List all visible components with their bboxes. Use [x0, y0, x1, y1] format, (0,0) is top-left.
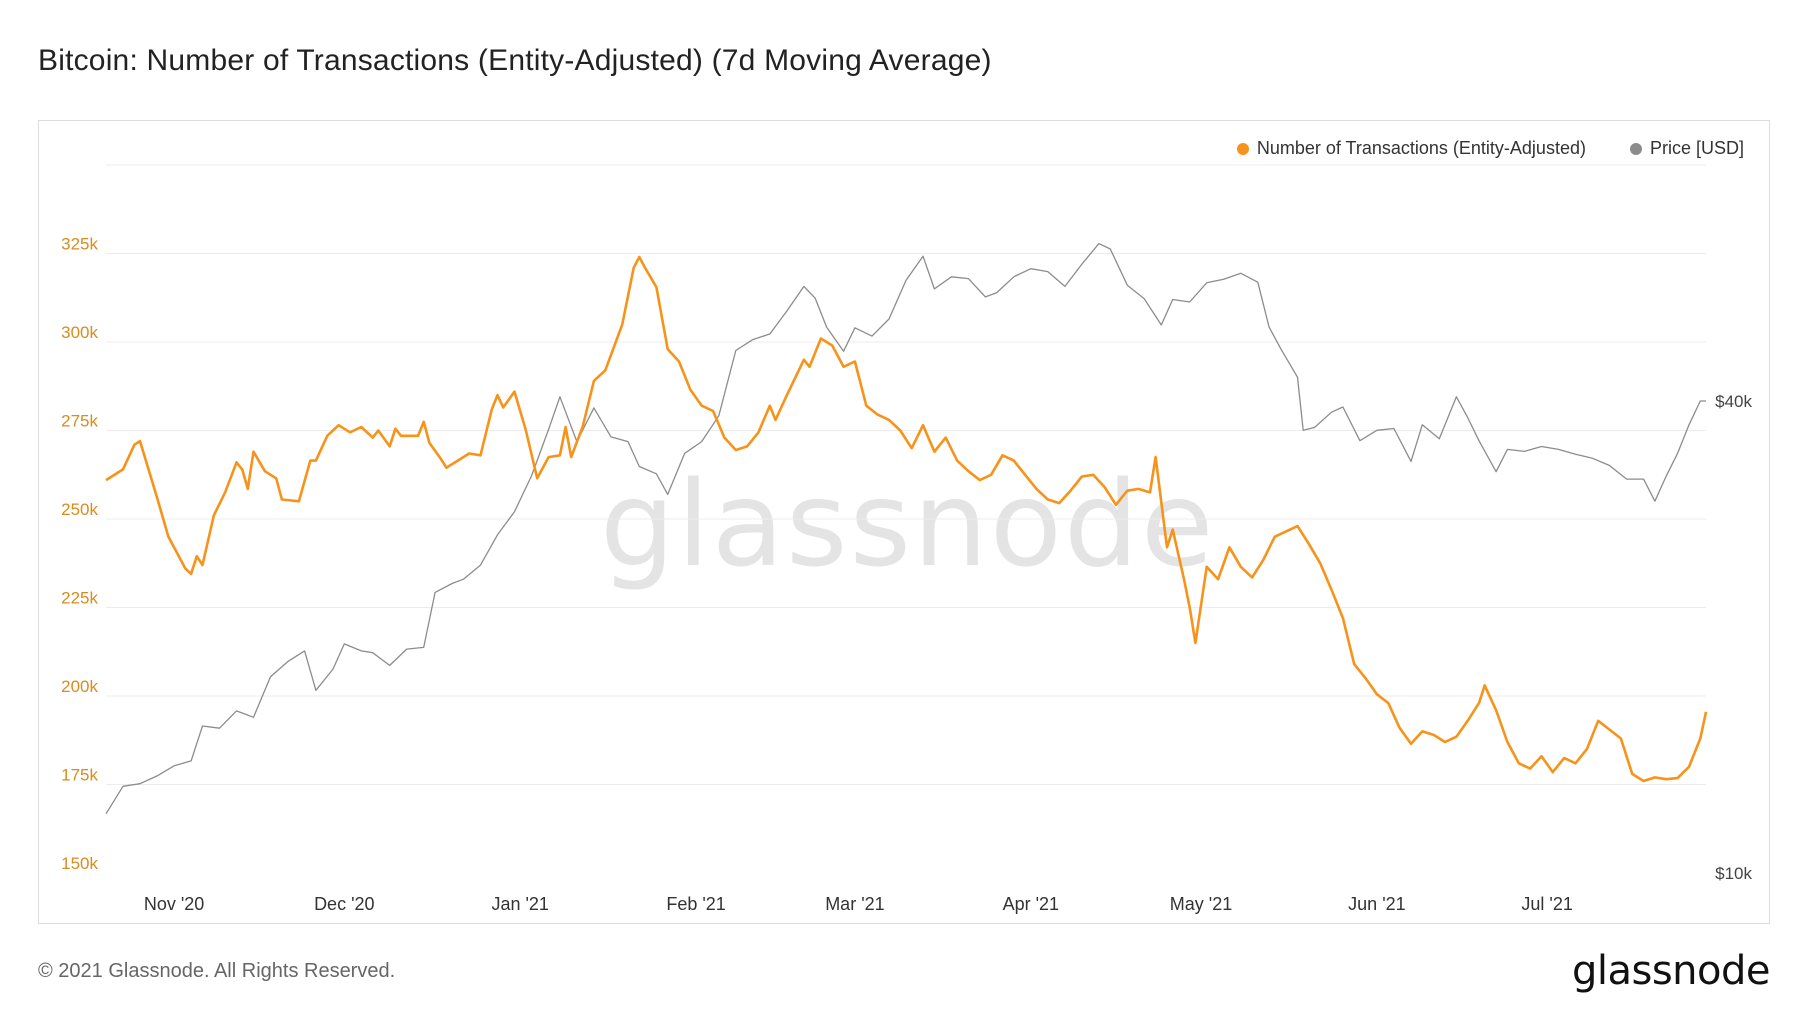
y-left-tick-label: 150k [61, 854, 98, 873]
y-left-tick-label: 225k [61, 589, 98, 608]
copyright-footer: © 2021 Glassnode. All Rights Reserved. [38, 960, 396, 982]
x-tick-label: May '21 [1170, 894, 1232, 914]
price-line [105, 242, 1706, 815]
y-left-tick-label: 300k [61, 323, 98, 342]
y-left-tick-label: 250k [61, 500, 98, 519]
y-left-tick-label: 200k [61, 677, 98, 696]
x-tick-label: Jul '21 [1521, 894, 1572, 914]
x-tick-label: Mar '21 [825, 894, 884, 914]
legend-dot-transactions [1236, 142, 1249, 155]
page-title: Bitcoin: Number of Transactions (Entity-… [38, 44, 992, 77]
legend-label-price: Price [USD] [1649, 138, 1744, 158]
brand-logo: glassnode [1571, 948, 1771, 994]
legend-label-transactions: Number of Transactions (Entity-Adjusted) [1256, 138, 1586, 158]
axis-labels: 150k 175k 200k 225k 250k 275k 300k 325k $10k $40k… [61, 235, 1752, 915]
chart-frame [38, 120, 1770, 924]
x-tick-label: Dec '20 [314, 894, 374, 914]
y-left-tick-label: 275k [61, 412, 98, 431]
x-tick-label: Jun '21 [1348, 894, 1405, 914]
y-left-tick-label: 325k [61, 235, 98, 254]
x-tick-label: Apr '21 [1003, 894, 1059, 914]
price-series [105, 242, 1706, 815]
x-tick-label: Feb '21 [666, 894, 725, 914]
y-right-tick-label: $10k [1715, 864, 1752, 883]
transactions-series [105, 255, 1708, 783]
legend-item-transactions[interactable]: Number of Transactions (Entity-Adjusted) [1236, 138, 1586, 159]
x-tick-label: Nov '20 [144, 894, 204, 914]
legend-item-price[interactable]: Price [USD] [1629, 138, 1744, 159]
watermark: glassnode [600, 455, 1216, 593]
chart-legend: Number of Transactions (Entity-Adjusted)… [1236, 138, 1744, 159]
y-right-tick-label: $40k [1715, 392, 1752, 411]
grid-lines [106, 164, 1706, 785]
transactions-line [105, 255, 1708, 783]
x-tick-label: Jan '21 [491, 894, 548, 914]
y-left-tick-label: 175k [61, 766, 98, 785]
legend-dot-price [1629, 142, 1642, 155]
